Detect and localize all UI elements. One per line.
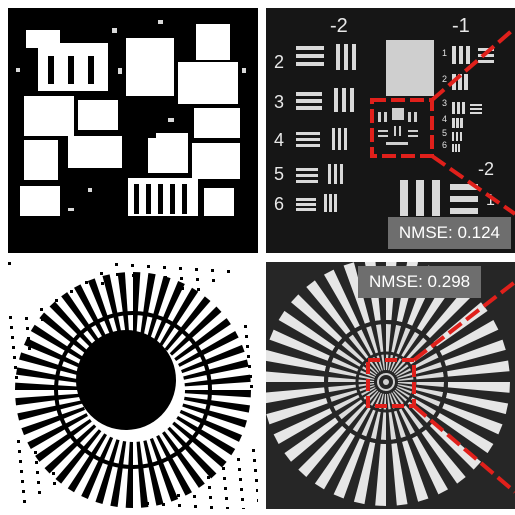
small-label-3: 3	[442, 98, 447, 108]
element-label-4: 4	[274, 130, 284, 150]
small-label-5: 5	[442, 128, 447, 138]
binary-reconstruction-target-image	[16, 20, 246, 216]
small-label-4: 4	[442, 114, 447, 124]
group-label-minus2-small: -2	[478, 159, 494, 179]
binary-reconstruction-target-panel	[8, 8, 258, 253]
element-label-5: 5	[274, 164, 284, 184]
small-label-2: 2	[442, 74, 447, 84]
siemens-star-panel: NMSE: 0.298	[266, 262, 515, 509]
siemens-star-image	[266, 262, 515, 506]
group-label-minus2: -2	[330, 15, 348, 37]
nmse-badge: NMSE: 0.124	[387, 217, 511, 249]
small-label-1: 1	[442, 48, 447, 58]
resolution-target-panel: -2 -1 -2 1 2 3 4 5 6 1 2 3 4 5 6	[266, 8, 515, 253]
nmse-badge: NMSE: 0.298	[358, 266, 482, 298]
binary-reconstruction-star-panel	[8, 262, 258, 509]
element-label-2: 2	[274, 52, 284, 72]
group-label-minus1: -1	[452, 15, 470, 37]
usaf-resolution-target-image: -2 -1 -2 1 2 3 4 5 6 1 2 3 4 5 6	[274, 15, 515, 216]
element-label-3: 3	[274, 92, 284, 112]
element-label-6: 6	[274, 194, 284, 214]
small-label-6: 6	[442, 140, 447, 150]
group-label-1: 1	[486, 192, 495, 209]
binary-reconstruction-star-image	[8, 262, 258, 509]
